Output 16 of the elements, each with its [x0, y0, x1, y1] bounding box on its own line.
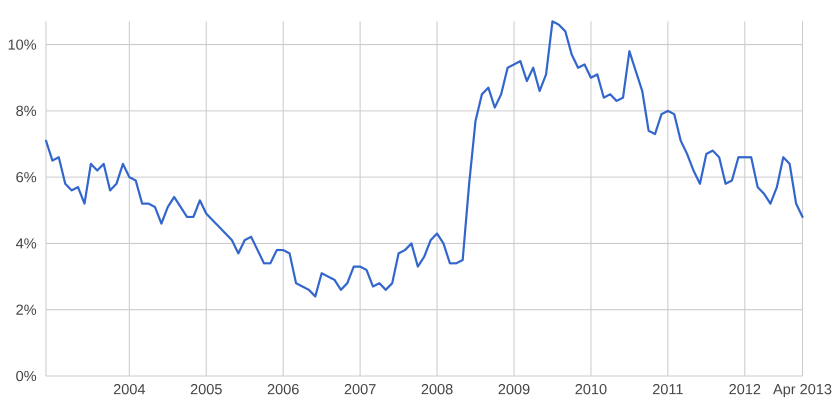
x-tick-label: 2004	[114, 384, 146, 394]
x-tick-label: 2010	[575, 384, 607, 394]
x-tick-label: 2007	[344, 384, 376, 394]
x-tick-label: 2008	[422, 384, 453, 394]
y-tick-label: 0%	[16, 370, 36, 382]
y-tick-label: 2%	[16, 304, 36, 315]
x-tick-label: 2011	[652, 384, 683, 394]
x-tick-label: Apr 2013	[773, 384, 832, 398]
y-tick-label: 4%	[16, 238, 36, 249]
x-tick-label: 2005	[190, 384, 222, 394]
x-tick-label: 2006	[268, 384, 299, 394]
y-tick-label: 8%	[16, 106, 36, 116]
y-tick-label: 10%	[8, 39, 36, 50]
y-tick-label: 6%	[16, 172, 36, 182]
x-tick-label: 2009	[498, 384, 530, 394]
x-tick-label: 2012	[729, 384, 760, 394]
